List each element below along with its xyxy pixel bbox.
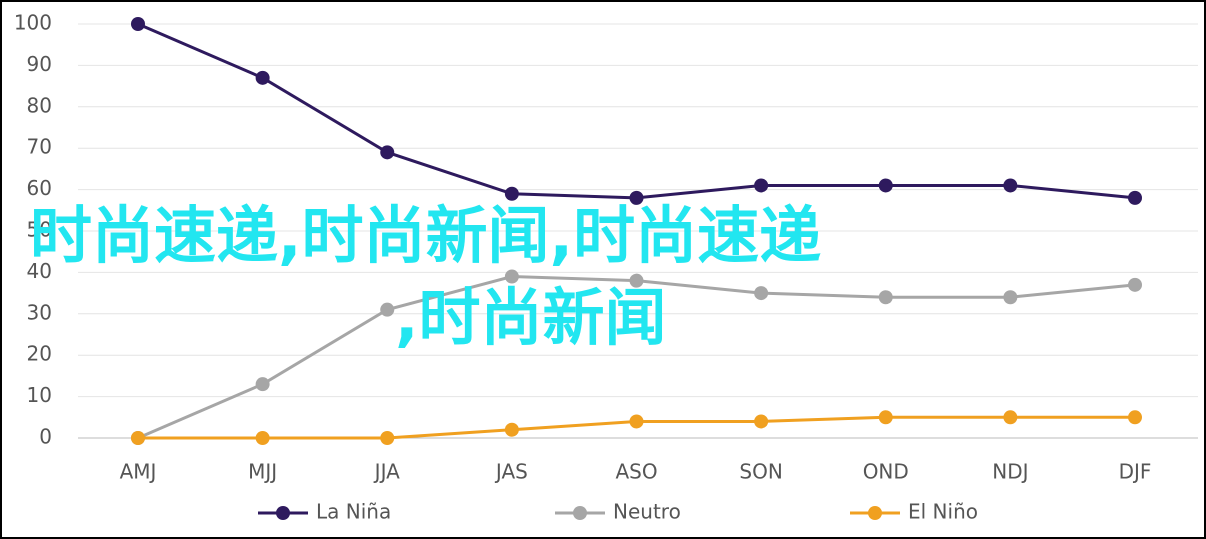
y-tick-label: 80 — [27, 93, 52, 117]
x-tick-label: MJJ — [248, 460, 277, 484]
point — [504, 422, 519, 437]
legend-label: Neutro — [613, 500, 681, 524]
x-tick-label: SON — [739, 460, 782, 484]
point — [380, 431, 395, 445]
overlay-text: ,时尚新闻 — [395, 281, 667, 354]
legend-item: El Niño — [850, 500, 978, 524]
point — [1003, 290, 1018, 305]
y-tick-label: 100 — [14, 11, 52, 35]
legend-label: El Niño — [908, 500, 978, 524]
point — [255, 377, 270, 392]
point — [754, 414, 769, 429]
point — [1128, 190, 1142, 205]
legend-marker — [868, 506, 882, 520]
y-tick-label: 0 — [39, 425, 52, 449]
point — [629, 414, 644, 429]
point — [1128, 277, 1142, 292]
point — [629, 190, 644, 205]
point — [255, 431, 270, 445]
y-tick-label: 50 — [27, 218, 52, 242]
legend-marker — [276, 506, 290, 520]
y-tick-label: 30 — [27, 300, 52, 324]
point — [255, 70, 270, 85]
point — [380, 302, 395, 317]
point — [1003, 410, 1018, 425]
legend-item: Neutro — [555, 500, 681, 524]
x-tick-label: NDJ — [992, 460, 1028, 484]
point — [504, 186, 519, 201]
legend-label: La Niña — [316, 500, 391, 524]
point — [878, 178, 893, 193]
point — [1128, 410, 1142, 425]
x-tick-label: OND — [863, 460, 909, 484]
point — [380, 145, 395, 160]
y-tick-label: 20 — [27, 342, 52, 366]
point — [754, 178, 769, 193]
y-tick-label: 40 — [27, 259, 52, 283]
x-tick-label: JAS — [494, 460, 528, 484]
point — [131, 431, 145, 445]
point — [629, 273, 644, 288]
legend-item: La Niña — [258, 500, 391, 524]
overlay-text: 时尚速递,时尚新闻,时尚速递 — [30, 199, 821, 272]
y-tick-label: 10 — [27, 383, 52, 407]
x-tick-label: AMJ — [120, 460, 157, 484]
point — [878, 410, 893, 425]
x-tick-label: ASO — [615, 460, 657, 484]
y-tick-label: 90 — [27, 52, 52, 76]
point — [1003, 178, 1018, 193]
point — [131, 17, 145, 31]
point — [504, 269, 519, 284]
y-tick-label: 60 — [27, 176, 52, 200]
y-tick-label: 70 — [27, 135, 52, 159]
legend-marker — [573, 506, 587, 520]
x-tick-label: JJA — [373, 460, 400, 484]
point — [754, 286, 769, 301]
x-tick-label: DJF — [1119, 460, 1152, 484]
point — [878, 290, 893, 305]
